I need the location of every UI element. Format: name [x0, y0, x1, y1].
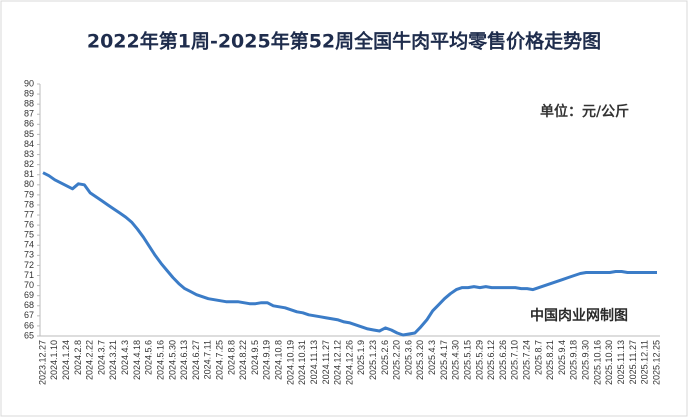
x-tick-label: 2024.2.8 — [73, 340, 83, 375]
x-tick-label: 2025.11.27 — [628, 340, 638, 384]
x-tick-label: 2025.4.17 — [439, 340, 449, 380]
x-tick-label: 2024.11.27 — [321, 340, 331, 384]
x-tick-label: 2025.1.9 — [356, 340, 366, 375]
y-tick-label: 73 — [24, 250, 34, 260]
x-tick-label: 2025.9.4 — [557, 340, 567, 375]
x-tick-label: 2025.4.30 — [451, 340, 461, 380]
x-tick-label: 2024.11.13 — [309, 340, 319, 384]
x-tick-label: 2024.4.18 — [132, 340, 142, 380]
x-tick-label: 2025.12.11 — [640, 340, 650, 384]
source-note: 中国肉业网制图 — [530, 307, 628, 324]
x-tick-label: 2024.12.12 — [333, 340, 343, 385]
y-tick-label: 88 — [24, 99, 34, 109]
x-tick-label: 2025.3.20 — [415, 340, 425, 380]
y-tick-label: 74 — [24, 240, 34, 250]
y-tick-label: 79 — [24, 189, 34, 199]
x-tick-label: 2024.7.25 — [214, 340, 224, 380]
y-tick-label: 90 — [24, 78, 34, 88]
x-tick-label: 2025.8.21 — [545, 340, 555, 380]
x-tick-label: 2025.8.7 — [533, 340, 543, 375]
x-tick-label: 2024.8.8 — [226, 340, 236, 375]
x-tick-label: 2024.6.27 — [191, 340, 201, 380]
x-tick-label: 2024.8.22 — [238, 340, 248, 380]
x-tick-label: 2023.12.27 — [37, 340, 47, 385]
y-tick-label: 75 — [24, 230, 34, 240]
y-tick-label: 81 — [24, 169, 34, 179]
x-tick-label: 2024.12.26 — [344, 340, 354, 385]
x-tick-label: 2024.3.21 — [108, 340, 118, 380]
y-tick-label: 70 — [24, 280, 34, 290]
x-tick-label: 2025.7.24 — [521, 340, 531, 380]
y-tick-label: 76 — [24, 219, 34, 229]
y-tick-label: 78 — [24, 199, 34, 209]
x-tick-label: 2024.3.7 — [96, 340, 106, 375]
y-tick-label: 68 — [24, 300, 34, 310]
y-tick-label: 82 — [24, 159, 34, 169]
y-tick-label: 67 — [24, 310, 34, 320]
y-tick-label: 83 — [24, 149, 34, 159]
x-tick-label: 2025.5.15 — [462, 340, 472, 380]
unit-note: 单位：元/公斤 — [540, 103, 629, 120]
chart-title: 2022年第1周-2025年第52周全国牛肉平均零售价格走势图 — [87, 30, 601, 53]
x-tick-label: 2025.11.13 — [616, 340, 626, 384]
x-tick-label: 2025.10.16 — [592, 340, 602, 385]
x-tick-label: 2025.9.18 — [569, 340, 579, 380]
y-tick-label: 71 — [24, 270, 34, 280]
x-tick-label: 2025.12.25 — [651, 340, 661, 385]
x-tick-label: 2024.9.19 — [262, 340, 272, 380]
x-tick-label: 2025.2.20 — [392, 340, 402, 380]
y-tick-label: 77 — [24, 209, 34, 219]
x-tick-label: 2025.9.30 — [581, 340, 591, 380]
x-tick-label: 2024.5.30 — [167, 340, 177, 380]
x-tick-label: 2024.9.5 — [250, 340, 260, 375]
x-tick-label: 2025.1.23 — [368, 340, 378, 380]
y-tick-label: 84 — [24, 139, 34, 149]
y-tick-label: 89 — [24, 88, 34, 98]
x-tick-label: 2025.7.10 — [510, 340, 520, 380]
x-tick-label: 2025.10.30 — [604, 340, 614, 385]
x-tick-label: 2024.7.11 — [203, 340, 213, 379]
x-tick-label: 2024.10.8 — [274, 340, 284, 380]
x-tick-label: 2025.2.6 — [380, 340, 390, 375]
x-tick-label: 2024.1.24 — [61, 340, 71, 380]
x-tick-label: 2025.5.29 — [474, 340, 484, 380]
x-tick-label: 2025.3.6 — [403, 340, 413, 375]
y-tick-label: 80 — [24, 179, 34, 189]
x-tick-label: 2024.5.16 — [155, 340, 165, 380]
x-tick-label: 2024.1.10 — [49, 340, 59, 380]
y-tick-label: 86 — [24, 119, 34, 129]
x-tick-label: 2025.6.26 — [498, 340, 508, 380]
y-tick-label: 69 — [24, 290, 34, 300]
y-tick-label: 85 — [24, 129, 34, 139]
x-tick-label: 2024.5.6 — [144, 340, 154, 375]
x-tick-label: 2024.4.3 — [120, 340, 130, 375]
x-tick-label: 2024.6.13 — [179, 340, 189, 380]
x-tick-label: 2025.4.3 — [427, 340, 437, 375]
y-tick-label: 65 — [24, 330, 34, 340]
y-tick-label: 72 — [24, 260, 34, 270]
y-tick-label: 87 — [24, 109, 34, 119]
x-tick-label: 2024.2.22 — [85, 340, 95, 380]
x-tick-label: 2025.6.12 — [486, 340, 496, 380]
y-tick-label: 66 — [24, 320, 34, 330]
price-line — [42, 171, 657, 337]
x-tick-label: 2024.10.19 — [285, 340, 295, 385]
x-tick-label: 2024.10.31 — [297, 340, 307, 385]
